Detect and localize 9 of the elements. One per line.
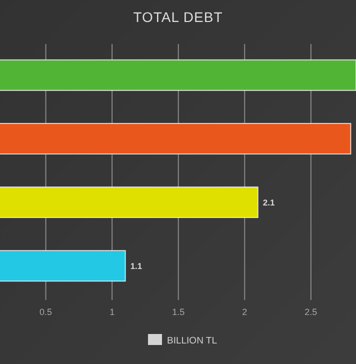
data-label: 2.1 — [262, 197, 275, 208]
text: BILLION TL — [167, 336, 217, 346]
data-label: 1.1 — [130, 260, 142, 271]
x-tick-label: 2.5 — [304, 307, 318, 317]
x-tick-label: 0.5 — [40, 307, 52, 317]
x-tick-label: 1.5 — [172, 307, 185, 317]
x-tick-label: 2 — [242, 307, 248, 317]
chart-title: TOTAL DEBT — [133, 9, 223, 25]
x-tick-label: 1 — [110, 307, 115, 317]
